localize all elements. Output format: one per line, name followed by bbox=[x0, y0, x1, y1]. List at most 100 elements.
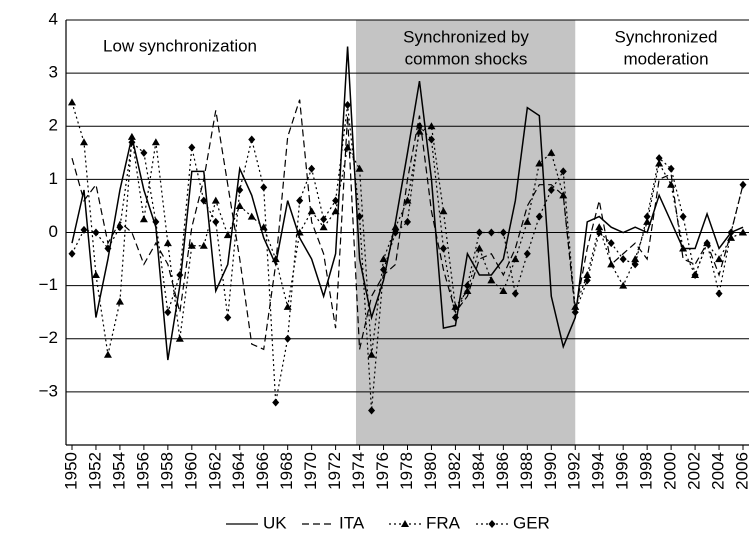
x-tick-label: 1960 bbox=[181, 452, 200, 490]
marker bbox=[392, 228, 400, 237]
legend-item: UK bbox=[226, 513, 287, 532]
marker bbox=[92, 228, 100, 237]
marker bbox=[631, 260, 639, 269]
marker bbox=[571, 308, 579, 317]
marker bbox=[595, 228, 603, 237]
x-tick-label: 1966 bbox=[253, 452, 272, 490]
marker bbox=[739, 180, 747, 189]
x-tick-label: 1992 bbox=[565, 452, 584, 490]
marker bbox=[236, 186, 244, 194]
marker bbox=[427, 135, 435, 144]
marker bbox=[703, 239, 711, 248]
marker bbox=[667, 180, 676, 188]
marker bbox=[223, 231, 232, 239]
marker bbox=[739, 228, 748, 236]
marker bbox=[200, 196, 208, 205]
marker bbox=[451, 313, 459, 322]
y-tick-label: −1 bbox=[39, 275, 58, 294]
marker bbox=[104, 244, 112, 253]
marker bbox=[91, 271, 100, 278]
marker bbox=[463, 281, 471, 290]
y-tick-label: 1 bbox=[49, 169, 58, 188]
marker bbox=[715, 255, 724, 263]
x-tick-label: 1952 bbox=[85, 452, 104, 490]
marker bbox=[679, 212, 687, 221]
marker bbox=[272, 398, 280, 407]
marker bbox=[691, 271, 699, 279]
marker bbox=[140, 148, 148, 157]
annotation: Synchronized bbox=[614, 27, 717, 46]
marker bbox=[284, 334, 292, 343]
marker bbox=[355, 164, 364, 172]
marker bbox=[511, 255, 520, 263]
marker bbox=[667, 164, 675, 173]
marker bbox=[727, 228, 735, 237]
marker bbox=[523, 217, 532, 225]
marker bbox=[331, 207, 340, 215]
marker bbox=[260, 183, 268, 192]
marker bbox=[175, 334, 184, 342]
marker bbox=[619, 281, 628, 289]
marker bbox=[499, 228, 507, 237]
marker bbox=[212, 217, 220, 226]
x-tick-label: 1968 bbox=[277, 452, 296, 490]
legend-label: FRA bbox=[426, 513, 461, 532]
marker bbox=[152, 217, 160, 226]
marker bbox=[116, 223, 124, 232]
x-tick-label: 1986 bbox=[493, 452, 512, 490]
y-tick-label: 4 bbox=[49, 9, 58, 28]
marker bbox=[344, 101, 352, 109]
x-tick-label: 1954 bbox=[109, 452, 128, 490]
y-tick-label: −2 bbox=[39, 328, 58, 347]
x-tick-label: 1972 bbox=[325, 452, 344, 490]
marker bbox=[427, 122, 436, 130]
marker bbox=[595, 223, 604, 231]
x-tick-label: 1996 bbox=[613, 452, 632, 490]
marker bbox=[679, 244, 688, 252]
marker bbox=[619, 255, 627, 264]
series-line bbox=[71, 46, 744, 361]
x-tick-label: 1982 bbox=[445, 452, 464, 490]
marker bbox=[283, 302, 292, 310]
marker bbox=[643, 212, 651, 221]
x-tick-label: 1974 bbox=[349, 452, 368, 490]
marker bbox=[547, 186, 555, 194]
annotation: common shocks bbox=[405, 49, 528, 68]
marker bbox=[715, 289, 723, 298]
legend-label: UK bbox=[263, 513, 287, 532]
x-tick-label: 1956 bbox=[133, 452, 152, 490]
marker bbox=[259, 223, 268, 231]
marker bbox=[415, 122, 423, 131]
marker bbox=[380, 265, 388, 274]
series-line bbox=[71, 99, 744, 351]
marker bbox=[487, 276, 496, 284]
marker bbox=[211, 196, 220, 204]
marker bbox=[631, 255, 640, 263]
marker bbox=[319, 223, 328, 231]
marker bbox=[248, 135, 256, 144]
marker bbox=[367, 350, 376, 358]
marker bbox=[247, 212, 256, 220]
marker bbox=[607, 239, 615, 248]
x-tick-label: 1998 bbox=[637, 452, 656, 490]
x-tick-label: 1984 bbox=[469, 452, 488, 490]
marker bbox=[199, 241, 208, 249]
marker bbox=[499, 286, 508, 294]
y-tick-label: −3 bbox=[39, 381, 58, 400]
marker bbox=[68, 249, 76, 258]
marker bbox=[559, 167, 567, 176]
marker bbox=[67, 98, 76, 106]
x-tick-label: 1964 bbox=[229, 452, 248, 490]
legend-item: ITA bbox=[302, 513, 365, 532]
marker bbox=[488, 520, 496, 528]
marker bbox=[176, 271, 184, 279]
marker bbox=[439, 244, 447, 253]
y-tick-label: 3 bbox=[49, 63, 58, 82]
marker bbox=[535, 159, 544, 167]
marker bbox=[188, 143, 196, 152]
legend-item: FRA bbox=[389, 513, 461, 532]
marker bbox=[296, 196, 304, 205]
x-tick-label: 2002 bbox=[685, 452, 704, 490]
marker bbox=[224, 313, 232, 322]
marker bbox=[391, 223, 400, 231]
